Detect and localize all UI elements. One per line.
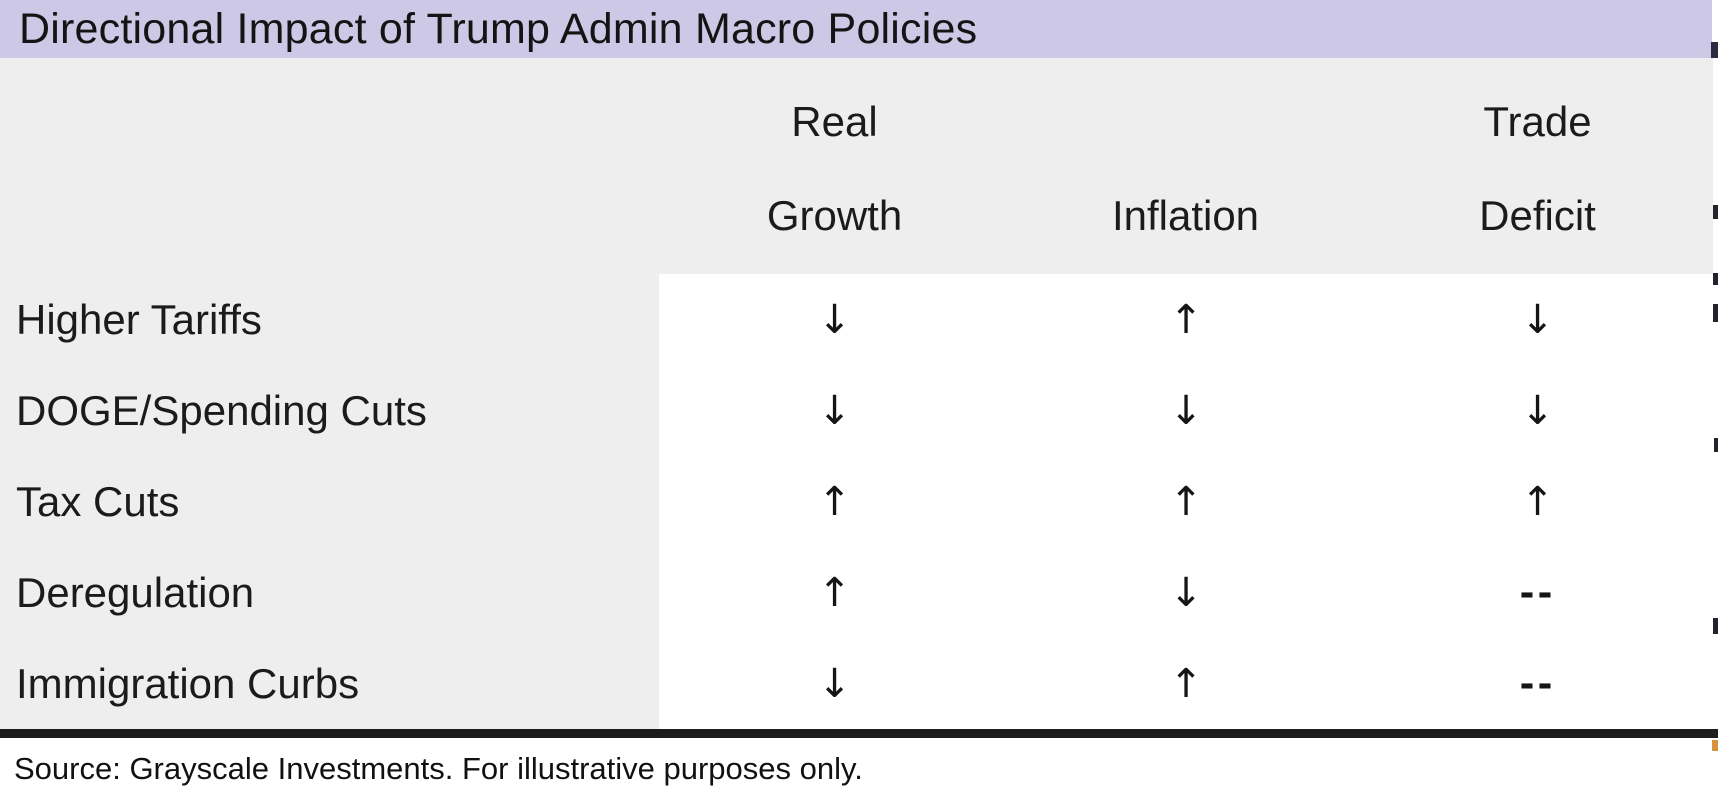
column-header-line: Deficit (1479, 192, 1596, 239)
cropped-text-fragment (1713, 205, 1718, 219)
arrow-down-icon: ↓ (1520, 387, 1555, 434)
arrow-down-icon: ↓ (817, 661, 852, 708)
table-body: Higher Tariffs ↓ ↑ ↓ DOGE/Spending Cuts … (0, 274, 1713, 730)
neutral-dash-icon: -- (1519, 572, 1556, 614)
arrow-up-icon: ↑ (817, 478, 852, 525)
row-label-deregulation: Deregulation (16, 569, 255, 617)
column-headers: Real Growth Inflation Trade Deficit (659, 58, 1713, 274)
arrow-down-icon: ↓ (1520, 296, 1555, 343)
arrow-down-icon: ↓ (817, 387, 852, 434)
column-header-line: Inflation (1111, 192, 1260, 239)
column-header-trade-deficit: Trade Deficit (1362, 58, 1713, 274)
row-label-higher-tariffs: Higher Tariffs (16, 295, 262, 343)
row-label-doge-spending-cuts: DOGE/Spending Cuts (16, 386, 427, 434)
cropped-text-fragment (1712, 740, 1718, 751)
column-header-line: Trade (1483, 98, 1592, 145)
arrow-up-icon: ↑ (1169, 661, 1203, 708)
cropped-text-fragment (1713, 273, 1718, 285)
column-header-line: Real (791, 98, 878, 145)
arrow-up-icon: ↑ (817, 570, 852, 617)
cropped-text-fragment (1713, 304, 1718, 322)
title-bar: Directional Impact of Trump Admin Macro … (0, 0, 1712, 58)
arrow-up-icon: ↑ (1520, 478, 1555, 525)
row-label-tax-cuts: Tax Cuts (16, 477, 180, 525)
column-header-line: Growth (766, 192, 903, 239)
arrow-up-icon: ↑ (1169, 296, 1203, 343)
footer-divider-line (0, 729, 1718, 738)
cropped-text-fragment (1711, 42, 1718, 58)
arrow-down-icon: ↓ (817, 296, 852, 343)
arrow-up-icon: ↑ (1169, 478, 1203, 525)
row-label-column-background (0, 58, 659, 730)
row-label-immigration-curbs: Immigration Curbs (16, 660, 360, 708)
column-header-real-growth: Real Growth (659, 58, 1010, 274)
column-header-inflation: Inflation (1010, 58, 1361, 274)
data-panel-background (659, 274, 1713, 730)
cropped-text-fragment (1713, 618, 1718, 634)
arrow-down-icon: ↓ (1169, 387, 1203, 434)
cropped-text-fragment (1714, 438, 1718, 452)
footer: Source: Grayscale Investments. For illus… (0, 738, 1718, 800)
source-attribution: Source: Grayscale Investments. For illus… (14, 751, 863, 786)
page-title: Directional Impact of Trump Admin Macro … (19, 5, 978, 53)
arrow-down-icon: ↓ (1169, 570, 1203, 617)
neutral-dash-icon: -- (1519, 663, 1556, 705)
